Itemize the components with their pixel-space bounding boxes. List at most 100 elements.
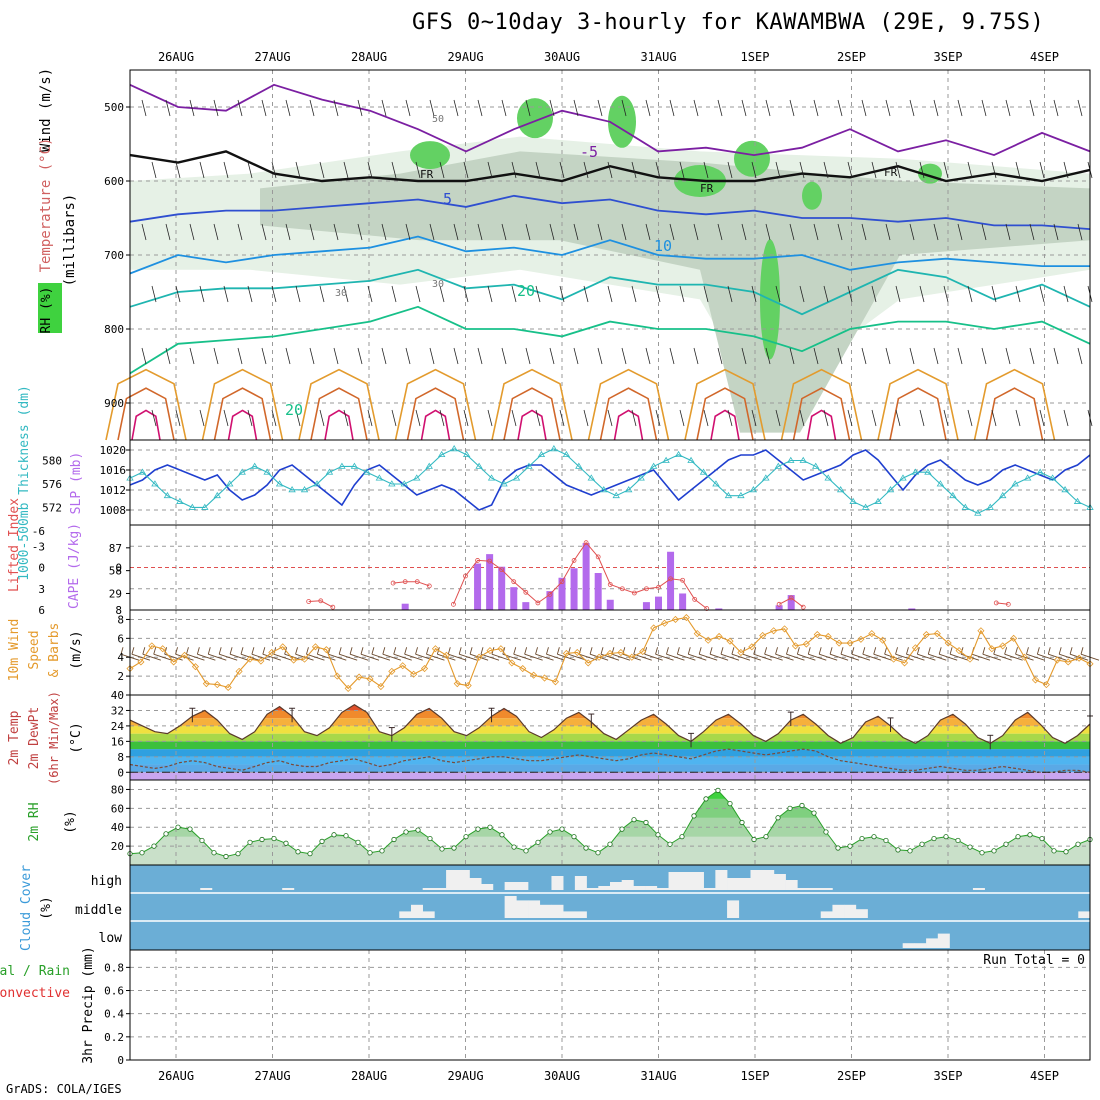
wind-barb xyxy=(199,285,205,303)
wind-speed-marker xyxy=(202,680,210,688)
ylabel-cape: CAPE (J/kg) xyxy=(67,523,82,609)
rh2m-point xyxy=(175,824,181,830)
wind-barb xyxy=(189,99,195,117)
rh2m-point xyxy=(715,787,721,793)
wind-barb xyxy=(1005,347,1011,365)
wind-barb xyxy=(189,347,195,365)
y-tick-label: 20 xyxy=(111,840,124,853)
wind-barb xyxy=(549,223,555,241)
wind-barb xyxy=(319,409,325,427)
wind-barb xyxy=(597,223,603,241)
wind-speed-marker xyxy=(693,630,701,638)
wind-barb-10m xyxy=(939,653,958,661)
rh2m-point xyxy=(679,834,685,840)
rh-moist-patch xyxy=(734,140,770,177)
wind-barb xyxy=(1063,409,1069,427)
rh2m-point xyxy=(751,836,757,843)
wind-barb-feather xyxy=(884,647,888,655)
cape-bar xyxy=(594,573,602,610)
wind-barb xyxy=(405,99,411,117)
contour-label: 30 xyxy=(335,288,347,299)
wind-barb xyxy=(1053,99,1059,117)
wind-barb xyxy=(789,347,795,365)
wind-barb-feather xyxy=(327,647,331,655)
wind-barb-feather xyxy=(1069,647,1073,655)
wind-barb xyxy=(751,161,757,179)
temp-band xyxy=(130,725,1090,734)
warm-isotherm-arc xyxy=(227,409,258,441)
wind-speed-marker xyxy=(279,643,287,651)
cloud-bar-high xyxy=(516,882,529,890)
cloud-bar-low xyxy=(902,943,915,948)
wind-barb xyxy=(885,223,891,241)
lifted-index-point xyxy=(571,558,577,563)
thickness-marker xyxy=(836,486,845,493)
rh2m-point xyxy=(451,845,457,851)
cloud-bar-high xyxy=(282,888,295,890)
wind-barb-feather xyxy=(807,647,811,655)
wind-barb xyxy=(189,223,195,241)
precip-legend-total: Total / Rain xyxy=(0,964,70,979)
wind-speed-marker xyxy=(1042,681,1050,689)
thickness-marker xyxy=(687,456,695,463)
wind-barb-10m xyxy=(971,653,991,661)
cloud-bar-middle xyxy=(528,900,541,918)
rh-moist-patch xyxy=(517,98,553,139)
wind-barb xyxy=(391,285,397,303)
x-tick-label-bottom: 26AUG xyxy=(158,1069,194,1083)
wind-speed-marker xyxy=(922,630,930,639)
cape-bar xyxy=(715,608,723,610)
thickness-marker xyxy=(350,462,359,469)
wind-barb xyxy=(525,99,531,117)
wind-barb xyxy=(463,161,469,179)
cloud-bar-high xyxy=(750,870,763,890)
thickness-marker xyxy=(325,468,334,475)
thickness-tick-label: 572 xyxy=(42,501,62,514)
wind-barb xyxy=(501,99,507,117)
upper-air-panel: FR FR FR -5 5 10 20 20 30 30 50 xyxy=(105,70,1093,441)
rh2m-point xyxy=(991,848,997,854)
wind-barb xyxy=(439,161,445,179)
wind-barb-10m xyxy=(524,653,543,661)
wind-barb-10m xyxy=(982,653,1001,661)
wind-barb xyxy=(967,285,973,303)
cloud-bar-high xyxy=(680,872,693,890)
wind-speed-marker xyxy=(595,653,603,661)
wind-barb-10m xyxy=(753,653,772,661)
isotherm-20 xyxy=(129,305,1091,375)
wind-speed-marker xyxy=(944,639,952,647)
rh2m-point xyxy=(283,840,289,846)
li-tick-label: -3 xyxy=(32,540,45,553)
rh2m-point xyxy=(427,835,433,842)
thickness-marker xyxy=(475,462,483,469)
wind-barb xyxy=(415,285,421,303)
wind-barb-10m xyxy=(153,653,172,661)
wind-barb xyxy=(309,99,315,117)
wind-barb-feather xyxy=(338,647,342,655)
lifted-index-point xyxy=(692,596,698,602)
wind-barb xyxy=(919,285,925,303)
thickness-marker xyxy=(712,480,720,487)
wind-barb-feather xyxy=(240,647,244,655)
wind-speed-marker xyxy=(1053,656,1061,664)
wind-barb xyxy=(1015,285,1021,303)
wind-barb xyxy=(213,347,219,365)
cloud-bar-high xyxy=(469,878,482,890)
cloud-bar-high xyxy=(820,888,833,890)
wind-speed-marker xyxy=(551,678,560,686)
cloud-bar-high xyxy=(785,880,798,890)
wind-speed-marker xyxy=(671,615,680,624)
wind-barb xyxy=(727,409,733,427)
wind-barb-feather xyxy=(600,647,604,655)
y-tick-label: 16 xyxy=(111,735,124,748)
x-tick-label-bottom: 3SEP xyxy=(934,1069,963,1083)
wind-speed-marker xyxy=(562,649,570,658)
temp-band xyxy=(130,764,1090,773)
wind-barb-10m xyxy=(960,653,980,661)
rh2m-point xyxy=(559,826,565,832)
ylabel-wind10-c: & Barbs xyxy=(47,623,62,678)
rh2m-point xyxy=(895,847,901,853)
lifted-index-point xyxy=(402,579,408,585)
wind-speed-marker xyxy=(268,648,276,657)
